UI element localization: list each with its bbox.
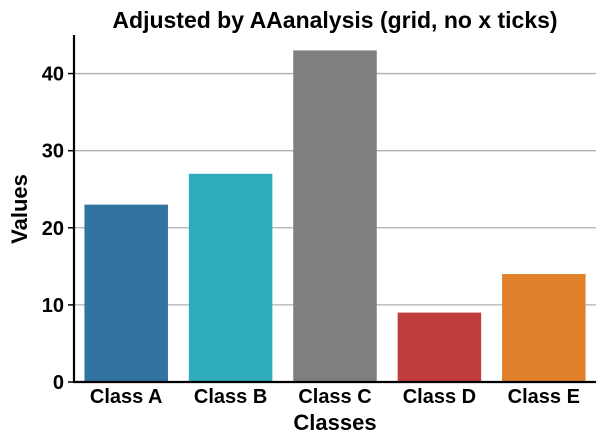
x-tick-label: Class A <box>90 386 163 408</box>
x-tick-label: Class B <box>194 386 267 408</box>
bar-class-c <box>293 50 377 383</box>
x-axis-ticks: Class A Class B Class C Class D Class E <box>90 386 580 408</box>
x-tick-label: Class E <box>508 386 580 408</box>
bar-class-e <box>502 274 586 382</box>
y-axis-ticks: 0 10 20 30 40 <box>42 64 74 394</box>
bar-class-b <box>188 173 273 382</box>
y-tick-label: 10 <box>42 295 64 317</box>
y-axis-label: Values <box>7 174 32 244</box>
x-tick-label: Class C <box>298 386 371 408</box>
bar-class-a <box>84 204 168 382</box>
y-tick-label: 0 <box>53 372 64 394</box>
x-axis-label: Classes <box>293 410 376 435</box>
bar-class-d <box>397 312 482 382</box>
x-tick-label: Class D <box>403 386 476 408</box>
y-tick-label: 30 <box>42 141 64 163</box>
y-tick-label: 20 <box>42 218 64 240</box>
bars <box>84 50 586 383</box>
chart-title: Adjusted by AAanalysis (grid, no x ticks… <box>112 7 557 33</box>
y-tick-label: 40 <box>42 64 64 86</box>
